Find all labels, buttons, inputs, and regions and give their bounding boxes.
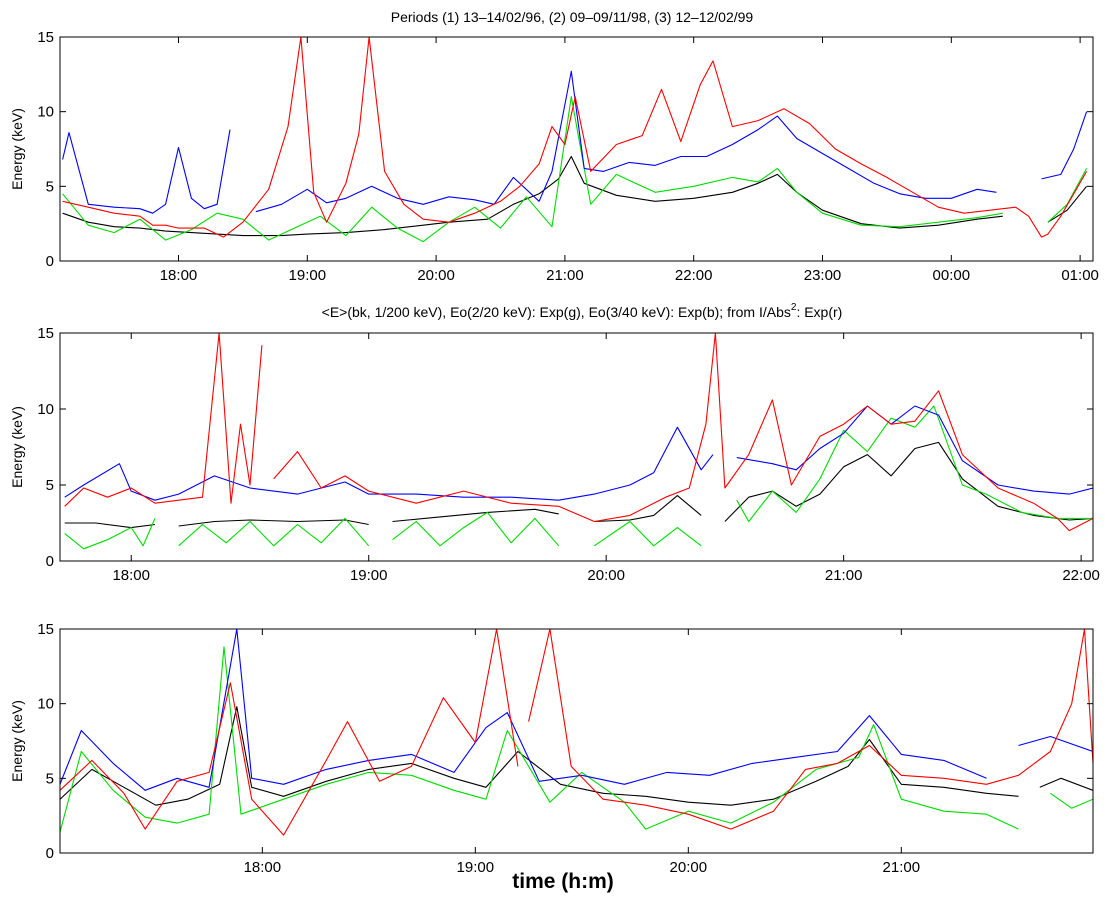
y-tick-label: 10	[37, 104, 54, 121]
axes-frame	[59, 332, 1094, 562]
series-line-3	[60, 629, 1093, 791]
x-tick-label: 22:00	[675, 267, 713, 284]
panel-2: 0 5 10 15 18:00 19:00 20:00 21:00 22:00 Energy (k…	[9, 325, 1100, 584]
panels: 0 5 10 15 18:00 19:00 20:00 21:00 22:00 23:00 00:0…	[9, 29, 1100, 876]
y-axis-label: Energy (keV)	[9, 108, 25, 190]
x-tick-label: 21:00	[825, 567, 863, 584]
panel-1: 0 5 10 15 18:00 19:00 20:00 21:00 22:00 23:00 00:0…	[9, 29, 1099, 284]
y-tick-label: 5	[46, 477, 54, 494]
y-tick-label: 15	[37, 621, 54, 638]
y-axis-label: Energy (keV)	[9, 700, 25, 782]
x-tick-label: 20:00	[417, 267, 455, 284]
y-tick-label: 5	[46, 770, 54, 787]
x-tick-label: 20:00	[670, 859, 708, 876]
x-tick-label: 22:00	[1062, 567, 1100, 584]
panel-3-series	[60, 629, 1093, 836]
x-tick-label: 18:00	[112, 567, 150, 584]
y-tick-label: 0	[46, 253, 54, 270]
axes-frame	[59, 628, 1094, 854]
x-tick-label: 18:00	[160, 267, 198, 284]
panel2-title-superscript: 2	[791, 302, 797, 313]
x-tick-label: 23:00	[804, 267, 842, 284]
x-tick-label: 18:00	[244, 859, 282, 876]
y-tick-label: 15	[37, 29, 54, 46]
x-tick-label: 20:00	[587, 567, 625, 584]
series-line-3	[62, 70, 1088, 214]
series-line-2	[62, 96, 1088, 243]
x-tick-label: 19:00	[457, 859, 495, 876]
series-line-4	[64, 333, 1093, 532]
y-tick-label: 10	[37, 696, 54, 713]
x-tick-label: 19:00	[350, 567, 388, 584]
y-tick-label: 15	[37, 325, 54, 342]
y-tick-label: 10	[37, 401, 54, 418]
x-axis-label: time (h:m)	[512, 870, 614, 893]
series-line-1	[62, 155, 1088, 237]
y-tick-label: 5	[46, 178, 54, 195]
y-tick-label: 0	[46, 845, 54, 862]
panel-3: 0 5 10 15 18:00 19:00 20:00 21:00 Energy (keV)	[9, 621, 1094, 876]
series-line-2	[60, 646, 1093, 833]
x-tick-label: 00:00	[933, 267, 971, 284]
panel-2-series	[64, 333, 1093, 550]
series-line-2	[64, 405, 1093, 550]
panel-1-series	[62, 37, 1088, 243]
panel2-title-tail: : Exp(r)	[796, 304, 842, 320]
panel2-title: <E>(bk, 1/200 keV), Eo(2/20 keV): Exp(g)…	[322, 302, 843, 320]
series-line-4	[62, 37, 1088, 238]
y-axis-label: Energy (keV)	[9, 406, 25, 488]
axes-frame	[59, 36, 1094, 262]
y-tick-label: 0	[46, 553, 54, 570]
panel1-title: Periods (1) 13–14/02/96, (2) 09–09/11/98…	[391, 9, 754, 25]
series-line-3	[64, 405, 1093, 501]
x-tick-label: 21:00	[546, 267, 584, 284]
panel2-title-main: <E>(bk, 1/200 keV), Eo(2/20 keV): Exp(g)…	[322, 304, 791, 320]
series-line-4	[60, 629, 1093, 836]
x-tick-label: 19:00	[289, 267, 327, 284]
x-tick-label: 21:00	[883, 859, 921, 876]
series-line-1	[60, 706, 1093, 806]
x-tick-label: 01:00	[1061, 267, 1099, 284]
